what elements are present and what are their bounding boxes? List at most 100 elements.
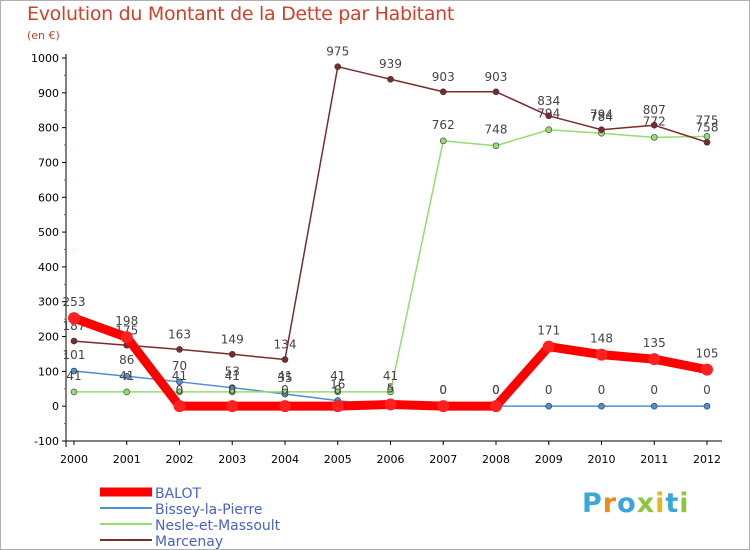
data-point <box>281 388 289 396</box>
data-point <box>123 388 131 396</box>
data-label: 171 <box>537 324 560 338</box>
data-point <box>226 400 239 413</box>
x-tick-label: 2012 <box>693 453 721 466</box>
data-label: 903 <box>485 70 508 84</box>
unit-label: (en €) <box>27 29 60 42</box>
data-label: 135 <box>643 336 666 350</box>
data-label: 762 <box>432 118 455 132</box>
x-tick-label: 2002 <box>166 453 194 466</box>
data-point <box>701 363 713 376</box>
x-tick-label: 2010 <box>588 453 616 466</box>
data-point <box>545 402 553 410</box>
data-point <box>490 400 502 413</box>
data-point <box>173 400 186 413</box>
data-label: 784 <box>590 110 613 124</box>
data-point <box>70 388 78 396</box>
data-label: 794 <box>590 108 613 122</box>
data-point <box>334 63 342 71</box>
data-label: 35 <box>277 371 292 385</box>
data-label: 134 <box>274 338 297 352</box>
data-label: 748 <box>485 123 508 137</box>
legend-label: Nesle-et-Massoult <box>155 518 281 534</box>
y-tick-label: 200 <box>38 331 59 344</box>
data-label: 163 <box>168 327 191 341</box>
data-label: 70 <box>172 359 187 373</box>
data-label: 41 <box>225 369 240 383</box>
data-point <box>492 88 500 96</box>
x-tick-label: 2008 <box>482 453 510 466</box>
data-point <box>598 402 605 410</box>
proxiti-logo: Proxiti <box>582 488 690 519</box>
data-point <box>492 142 500 150</box>
data-point <box>439 137 447 145</box>
data-point <box>598 126 605 134</box>
data-label: 975 <box>326 45 349 59</box>
logo-letter: i <box>679 488 690 519</box>
data-label: 86 <box>119 353 134 367</box>
data-point <box>545 126 553 134</box>
x-tick-label: 2004 <box>271 453 299 466</box>
data-label: 41 <box>330 369 345 383</box>
y-tick-label: 300 <box>38 296 59 309</box>
y-tick-label: 0 <box>52 400 59 413</box>
x-tick-label: 2009 <box>535 453 563 466</box>
y-tick-label: 400 <box>38 261 59 274</box>
data-label: 903 <box>432 70 455 84</box>
logo-letter: o <box>617 488 637 519</box>
legend-label: Marcenay <box>155 534 223 550</box>
data-label: 758 <box>696 120 719 134</box>
data-point <box>439 88 447 96</box>
data-label: 253 <box>63 295 86 309</box>
data-point <box>176 388 183 396</box>
data-point <box>650 121 658 129</box>
logo-letter: i <box>655 488 666 519</box>
data-label: 807 <box>643 103 666 117</box>
data-label: 101 <box>63 348 86 362</box>
x-tick-label: 2006 <box>377 453 405 466</box>
data-point <box>70 367 78 375</box>
data-label: 0 <box>492 383 500 397</box>
legend-label: Bissey-la-Pierre <box>155 502 263 518</box>
data-label: 16 <box>330 378 345 392</box>
data-point <box>387 388 394 396</box>
data-label: 0 <box>281 383 289 397</box>
data-label: 0 <box>334 383 342 397</box>
data-point <box>120 331 133 344</box>
data-point <box>176 346 183 353</box>
data-point <box>70 337 78 345</box>
data-label: 53 <box>225 365 240 379</box>
data-label: 5 <box>387 381 395 395</box>
x-tick-label: 2001 <box>113 453 141 466</box>
data-label: 41 <box>119 369 134 383</box>
data-label: 105 <box>696 347 719 361</box>
data-point <box>595 348 608 361</box>
y-tick-label: -100 <box>34 435 59 448</box>
data-label: 772 <box>643 114 666 128</box>
y-tick-label: 500 <box>38 226 59 239</box>
data-label: 149 <box>221 332 244 346</box>
data-label: 41 <box>66 369 81 383</box>
logo-letter: t <box>665 488 680 519</box>
data-point <box>331 400 344 413</box>
page-title: Evolution du Montant de la Dette par Hab… <box>27 3 455 25</box>
data-label: 41 <box>383 369 398 383</box>
x-tick-label: 2000 <box>60 453 88 466</box>
data-label: 41 <box>172 369 187 383</box>
data-label: 198 <box>115 314 138 328</box>
data-label: 0 <box>492 383 500 397</box>
data-label: 775 <box>696 113 719 127</box>
data-point <box>279 400 291 413</box>
logo-letter: x <box>636 488 656 519</box>
data-point <box>228 351 236 358</box>
data-label: 0 <box>228 383 236 397</box>
logo-text: Proxiti <box>582 488 690 519</box>
x-tick-label: 2005 <box>324 453 352 466</box>
y-tick-label: 600 <box>38 191 59 204</box>
data-point <box>703 402 711 410</box>
x-tick-label: 2007 <box>429 453 457 466</box>
data-point <box>123 372 131 380</box>
data-label: 0 <box>439 383 447 397</box>
data-label: 0 <box>650 383 658 397</box>
